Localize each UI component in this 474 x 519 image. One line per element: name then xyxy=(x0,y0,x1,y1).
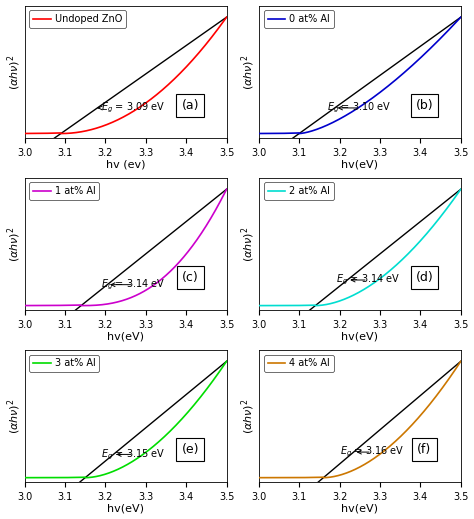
Text: $E_g$ = 3.14 eV: $E_g$ = 3.14 eV xyxy=(336,273,400,287)
Text: $E_g$ = 3.14 eV: $E_g$ = 3.14 eV xyxy=(101,278,166,292)
Legend: 4 at% Al: 4 at% Al xyxy=(264,354,334,372)
Y-axis label: $(\alpha h\nu)^2$: $(\alpha h\nu)^2$ xyxy=(6,226,23,262)
X-axis label: hv(eV): hv(eV) xyxy=(107,331,144,342)
Y-axis label: $(\alpha h\nu)^2$: $(\alpha h\nu)^2$ xyxy=(240,398,257,434)
X-axis label: hv (ev): hv (ev) xyxy=(106,159,146,169)
X-axis label: hv(eV): hv(eV) xyxy=(341,503,378,513)
X-axis label: hv(eV): hv(eV) xyxy=(107,503,144,513)
Text: $E_g$ = 3.09 eV: $E_g$ = 3.09 eV xyxy=(98,101,166,115)
Text: (f): (f) xyxy=(417,443,431,456)
Legend: 2 at% Al: 2 at% Al xyxy=(264,183,334,200)
Text: (d): (d) xyxy=(416,270,433,283)
Text: (b): (b) xyxy=(416,99,433,112)
Text: (a): (a) xyxy=(182,99,199,112)
Text: $E_g$ = 3.16 eV: $E_g$ = 3.16 eV xyxy=(339,445,404,459)
Text: $E_g$ = 3.10 eV: $E_g$ = 3.10 eV xyxy=(328,101,392,115)
Y-axis label: $(\alpha h\nu)^2$: $(\alpha h\nu)^2$ xyxy=(6,54,23,90)
Text: (e): (e) xyxy=(182,443,199,456)
Y-axis label: $(\alpha h\nu)^2$: $(\alpha h\nu)^2$ xyxy=(240,54,257,90)
X-axis label: hv(eV): hv(eV) xyxy=(341,159,378,169)
Legend: Undoped ZnO: Undoped ZnO xyxy=(29,10,126,28)
Legend: 0 at% Al: 0 at% Al xyxy=(264,10,334,28)
Legend: 3 at% Al: 3 at% Al xyxy=(29,354,100,372)
Y-axis label: $(\alpha h\nu)^2$: $(\alpha h\nu)^2$ xyxy=(240,226,257,262)
X-axis label: hv(eV): hv(eV) xyxy=(341,331,378,342)
Text: (c): (c) xyxy=(182,270,199,283)
Legend: 1 at% Al: 1 at% Al xyxy=(29,183,100,200)
Text: $E_g$ = 3.15 eV: $E_g$ = 3.15 eV xyxy=(101,447,166,461)
Y-axis label: $(\alpha h\nu)^2$: $(\alpha h\nu)^2$ xyxy=(6,398,23,434)
